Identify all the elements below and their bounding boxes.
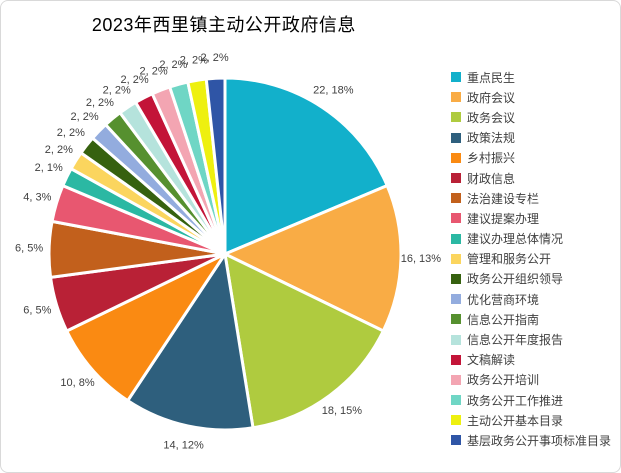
- legend-swatch-icon: [451, 314, 461, 325]
- legend-label: 财政信息: [467, 171, 516, 186]
- legend-swatch-icon: [451, 374, 461, 385]
- data-label-5: 6, 5%: [23, 305, 51, 317]
- legend-swatch-icon: [451, 334, 461, 345]
- pie-slice-18: [204, 76, 227, 256]
- legend-label: 基层政务公开事项标准目录: [467, 433, 612, 448]
- legend-swatch-icon: [451, 193, 461, 204]
- legend-swatch-icon: [451, 415, 461, 426]
- legend-item-12: 信息公开指南: [451, 309, 611, 329]
- legend-item-7: 建议提案办理: [451, 208, 611, 228]
- data-label-13: 2, 2%: [103, 85, 131, 97]
- legend-swatch-icon: [451, 294, 461, 305]
- legend-swatch-icon: [451, 213, 461, 224]
- legend-item-16: 政务公开工作推进: [451, 390, 611, 410]
- legend-label: 信息公开指南: [467, 312, 540, 327]
- data-label-14: 2, 2%: [121, 74, 149, 86]
- data-label-12: 2, 2%: [86, 97, 114, 109]
- legend-label: 法治建设专栏: [467, 191, 540, 206]
- legend-swatch-icon: [451, 72, 461, 83]
- legend-label: 信息公开年度报告: [467, 333, 564, 348]
- legend-item-0: 重点民生: [451, 67, 611, 87]
- data-label-17: 2, 2%: [180, 54, 208, 66]
- legend-item-2: 政务会议: [451, 107, 611, 127]
- legend-item-14: 文稿解读: [451, 350, 611, 370]
- data-label-4: 10, 8%: [60, 377, 94, 389]
- legend-swatch-icon: [451, 92, 461, 103]
- data-label-15: 2, 2%: [140, 65, 168, 77]
- legend-swatch-icon: [451, 253, 461, 264]
- legend-label: 政务公开工作推进: [467, 393, 564, 408]
- data-label-0: 22, 18%: [313, 85, 354, 97]
- legend-item-17: 主动公开基本目录: [451, 410, 611, 430]
- legend-label: 主动公开基本目录: [467, 413, 564, 428]
- legend-item-5: 财政信息: [451, 168, 611, 188]
- legend-item-15: 政务公开培训: [451, 370, 611, 390]
- legend-item-8: 建议办理总体情况: [451, 229, 611, 249]
- legend: 重点民生政府会议政务会议政策法规乡村振兴财政信息法治建设专栏 建议提案办理建议办理…: [451, 67, 611, 451]
- legend-swatch-icon: [451, 435, 461, 446]
- legend-item-4: 乡村振兴: [451, 148, 611, 168]
- data-label-11: 2, 2%: [71, 111, 99, 123]
- data-label-8: 2, 1%: [35, 162, 63, 174]
- legend-label: 政务会议: [467, 110, 516, 125]
- legend-item-1: 政府会议: [451, 87, 611, 107]
- chart-title: 2023年西里镇主动公开政府信息: [91, 15, 356, 35]
- legend-swatch-icon: [451, 152, 461, 163]
- legend-label: 建议提案办理: [467, 211, 540, 226]
- data-label-10: 2, 2%: [57, 127, 85, 139]
- legend-swatch-icon: [451, 173, 461, 184]
- legend-label: 建议办理总体情况: [467, 232, 564, 247]
- legend-label: 管理和服务公开: [467, 252, 552, 267]
- legend-swatch-icon: [451, 112, 461, 123]
- data-label-6: 6, 5%: [15, 243, 43, 255]
- legend-item-3: 政策法规: [451, 128, 611, 148]
- legend-swatch-icon: [451, 233, 461, 244]
- data-label-3: 14, 12%: [163, 440, 204, 452]
- pie-slice-4: [65, 252, 227, 403]
- legend-swatch-icon: [451, 273, 461, 284]
- legend-item-18: 基层政务公开事项标准目录: [451, 430, 611, 450]
- legend-item-11: 优化营商环境: [451, 289, 611, 309]
- legend-label: 优化营商环境: [467, 292, 540, 307]
- legend-item-10: 政务公开组织领导: [451, 269, 611, 289]
- pie-slice-1: [223, 184, 403, 333]
- data-label-16: 2, 2%: [159, 59, 187, 71]
- legend-swatch-icon: [451, 395, 461, 406]
- legend-item-6: 法治建设专栏: [451, 188, 611, 208]
- legend-label: 政务公开培训: [467, 373, 540, 388]
- legend-label: 乡村振兴: [467, 151, 516, 166]
- data-label-18: 2, 2%: [201, 52, 229, 64]
- pie-slice-2: [223, 252, 385, 430]
- legend-label: 政府会议: [467, 90, 516, 105]
- data-label-7: 4, 3%: [23, 191, 51, 203]
- legend-item-13: 信息公开年度报告: [451, 329, 611, 349]
- legend-item-9: 管理和服务公开: [451, 249, 611, 269]
- pie-slice-0: [223, 76, 389, 256]
- data-label-1: 16, 13%: [401, 253, 442, 265]
- data-label-2: 18, 15%: [322, 405, 363, 417]
- legend-label: 文稿解读: [467, 353, 516, 368]
- legend-swatch-icon: [451, 354, 461, 365]
- legend-swatch-icon: [451, 132, 461, 143]
- legend-label: 政策法规: [467, 131, 516, 146]
- legend-label: 政务公开组织领导: [467, 272, 564, 287]
- data-label-9: 2, 2%: [45, 144, 73, 156]
- legend-label: 重点民生: [467, 70, 516, 85]
- pie-slice-3: [126, 252, 255, 432]
